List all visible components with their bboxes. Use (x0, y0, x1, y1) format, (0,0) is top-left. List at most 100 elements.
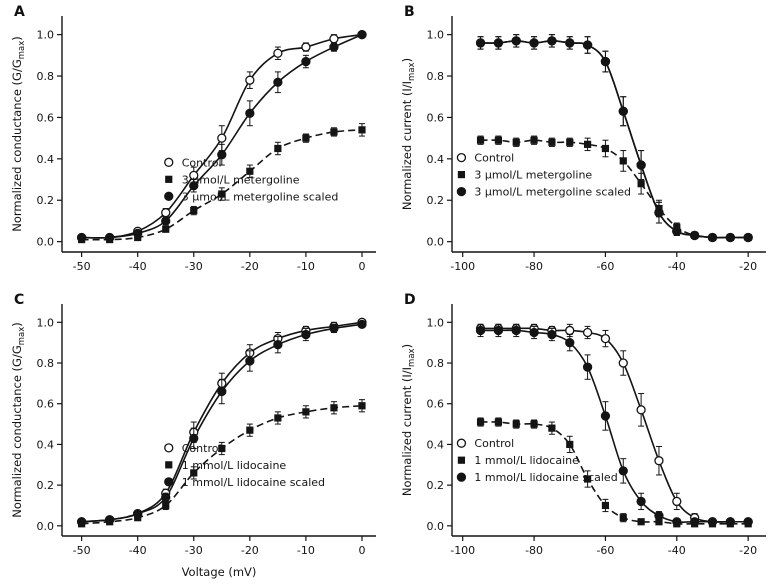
data-point-square (637, 180, 645, 188)
data-point-square (302, 408, 310, 416)
data-point-filled-circle (105, 232, 115, 243)
data-point-open-circle (654, 456, 664, 466)
legend-label: 3 μmol/L metergoline scaled (474, 186, 631, 199)
data-point-filled-circle (164, 477, 174, 487)
data-point-open-circle (456, 152, 467, 163)
legend-label: 1 mmol/L lidocaine (182, 459, 287, 472)
data-point-square (190, 469, 198, 477)
data-point-filled-circle (161, 492, 171, 502)
panel-letter-d: D (404, 292, 416, 308)
x-tick-label: -50 (73, 260, 91, 273)
x-tick-label: 0 (358, 260, 365, 273)
data-point-filled-circle (547, 329, 557, 340)
x-tick-label: -80 (525, 260, 543, 273)
data-point-filled-circle (189, 181, 199, 191)
x-tick-label: -40 (668, 544, 686, 557)
data-point-square (218, 190, 226, 198)
x-tick-label: 0 (358, 544, 365, 557)
data-point-square (358, 126, 366, 134)
legend-label: 1 mmol/L lidocaine scaled (182, 476, 325, 489)
data-point-filled-circle (618, 106, 628, 116)
data-point-square (162, 501, 170, 510)
data-point-square (655, 518, 663, 526)
data-point-filled-circle (217, 386, 227, 397)
y-axis-label: Normalized conductance (G/Gmax) (10, 36, 27, 232)
data-point-filled-circle (456, 186, 467, 197)
y-tick-label: 0.2 (427, 194, 445, 207)
panel-letter-a: A (14, 4, 25, 20)
data-point-open-circle (217, 133, 227, 143)
data-point-filled-circle (357, 29, 367, 40)
panel-a: A -50 -40 -30 -20 -10 0 0.0 0.2 0.4 0.6 0.8 1.0 Norm… (6, 2, 388, 288)
data-point-filled-circle (582, 40, 593, 50)
fit-line (480, 327, 749, 523)
data-point-open-circle (582, 327, 593, 338)
data-point-filled-circle (600, 411, 611, 421)
legend-label: Control (182, 156, 222, 169)
y-tick-label: 0.4 (427, 153, 445, 166)
y-tick-label: 0.2 (37, 479, 55, 492)
fit-line (480, 139, 749, 239)
data-point-filled-circle (565, 338, 575, 348)
data-point-filled-circle (689, 230, 700, 241)
y-tick-label: 0.6 (427, 398, 445, 411)
data-point-square (566, 138, 574, 146)
data-point-open-circle (273, 48, 283, 58)
data-point-filled-circle (76, 517, 87, 527)
data-point-filled-circle (493, 38, 504, 48)
data-point-square (274, 414, 282, 422)
data-point-open-circle (456, 438, 467, 448)
y-tick-label: 0.4 (37, 438, 55, 451)
data-point-open-circle (565, 325, 575, 336)
y-tick-label: 1.0 (427, 316, 445, 329)
panel-b: B -100 -80 -60 -40 -20 0.0 0.2 0.4 0.6 0.8 1.0 Norm… (396, 2, 778, 288)
y-tick-label: 0.0 (37, 236, 55, 249)
data-point-open-circle (164, 443, 174, 453)
x-tick-label: -10 (297, 260, 315, 273)
fit-line (480, 40, 749, 239)
x-tick-label: -60 (596, 260, 614, 273)
data-point-filled-circle (636, 160, 646, 170)
data-point-filled-circle (725, 232, 735, 243)
data-point-open-circle (329, 34, 339, 44)
data-point-open-circle (245, 75, 255, 85)
data-point-filled-circle (475, 325, 486, 336)
data-point-filled-circle (357, 319, 367, 330)
y-axis-label: Normalized current (I/Imax) (400, 58, 417, 210)
data-point-filled-circle (245, 356, 255, 366)
y-tick-label: 0.8 (37, 70, 55, 83)
x-tick-label: -60 (596, 544, 614, 557)
data-point-filled-circle (654, 208, 664, 218)
y-tick-label: 0.4 (37, 153, 55, 166)
y-tick-label: 1.0 (37, 316, 55, 329)
data-point-square (165, 461, 173, 469)
y-tick-label: 0.8 (427, 70, 445, 83)
panel-b-chart: -100 -80 -60 -40 -20 0.0 0.2 0.4 0.6 0.8 1.0 Normal… (400, 16, 766, 273)
data-point-square (330, 404, 338, 412)
x-tick-label: -40 (668, 260, 686, 273)
data-point-square (330, 128, 338, 136)
y-tick-label: 1.0 (37, 29, 55, 42)
y-tick-label: 0.4 (427, 438, 445, 451)
data-point-filled-circle (475, 38, 486, 48)
data-point-square (476, 136, 485, 144)
data-point-open-circle (164, 157, 174, 167)
data-point-filled-circle (245, 108, 255, 118)
fit-line (480, 421, 749, 525)
x-tick-label: -20 (739, 260, 757, 273)
y-tick-label: 1.0 (427, 29, 445, 42)
data-point-filled-circle (511, 36, 521, 46)
data-point-filled-circle (329, 323, 339, 334)
data-point-filled-circle (636, 496, 646, 507)
panel-c: C -50 -40 -30 -20 -10 0 0.0 0.2 0.4 0.6 0.8 1.0 Norm… (6, 290, 388, 582)
data-point-filled-circle (329, 42, 339, 52)
data-point-filled-circle (189, 433, 199, 443)
data-point-square (274, 144, 282, 153)
data-point-filled-circle (707, 232, 718, 243)
data-point-filled-circle (301, 56, 311, 67)
x-tick-label: -100 (450, 260, 475, 273)
fit-line (81, 323, 363, 523)
fit-line (480, 329, 749, 523)
data-point-filled-circle (725, 517, 735, 527)
